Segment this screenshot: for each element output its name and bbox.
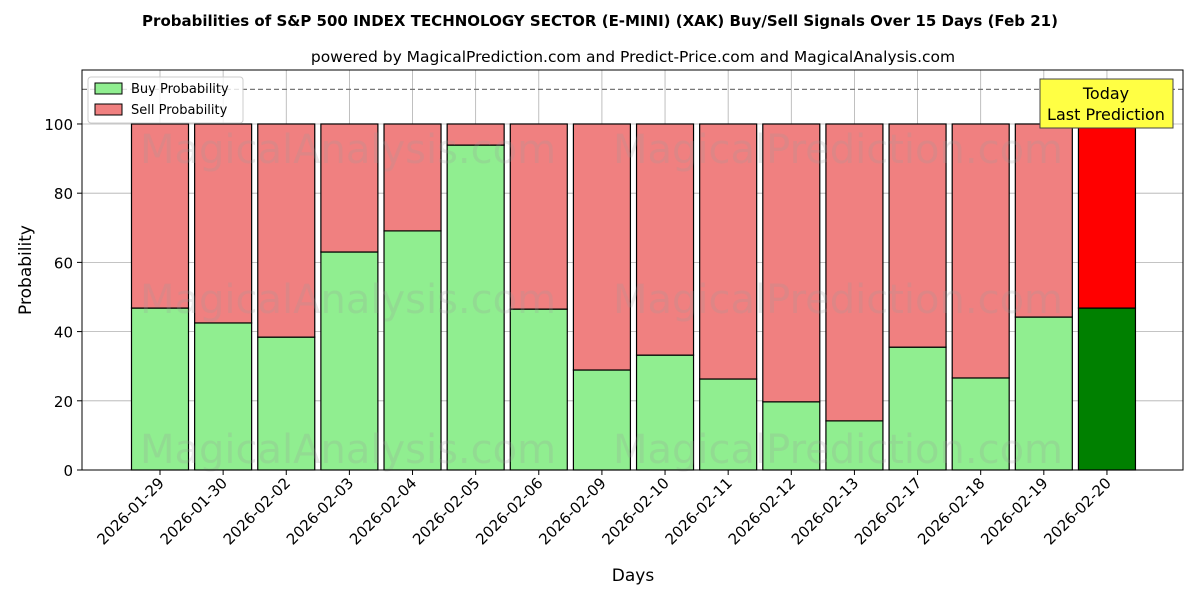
sell-bar	[951, 123, 1010, 379]
x-tick-label: 2026-01-29	[93, 474, 167, 548]
legend-label-sell: Sell Probability	[131, 103, 228, 118]
x-axis-label: Days	[612, 566, 655, 586]
sell-bar	[825, 123, 884, 422]
watermark: MagicalAnalysis.com	[140, 277, 556, 323]
plot-frame	[81, 69, 1184, 471]
legend: Buy Probability Sell Probability	[87, 76, 244, 124]
buy-bar	[257, 336, 316, 471]
sell-bar	[383, 123, 442, 232]
x-tick-label: 2026-02-05	[409, 474, 483, 548]
sell-bar	[888, 123, 947, 348]
x-tick-label: 2026-02-11	[662, 474, 736, 548]
buy-bar	[194, 322, 253, 471]
sell-bar	[635, 123, 695, 356]
sell-bar	[257, 123, 316, 338]
x-tick-label: 2026-02-18	[914, 474, 988, 548]
today-annotation: Today Last Prediction	[1039, 78, 1174, 129]
sell-bar	[572, 123, 632, 371]
y-tick-label: 100	[44, 116, 73, 134]
chart-subtitle: powered by MagicalPrediction.com and Pre…	[311, 48, 955, 66]
sell-bar	[509, 123, 568, 310]
x-tick-label: 2026-02-02	[220, 474, 294, 548]
buy-bar	[888, 346, 947, 471]
sell-bar	[194, 123, 253, 324]
sell-bar	[130, 123, 190, 309]
buy-bar	[572, 369, 632, 471]
x-tick-label: 2026-02-04	[346, 474, 420, 548]
sell-bar	[762, 123, 821, 403]
legend-swatch-sell	[94, 103, 123, 116]
x-tick-label: 2026-02-06	[472, 474, 546, 548]
sell-bar	[446, 123, 505, 146]
x-tick-label: 2026-02-10	[598, 474, 672, 548]
buy-bar	[951, 377, 1010, 471]
x-tick-label: 2026-02-20	[1040, 474, 1114, 548]
sell-bar	[320, 123, 379, 253]
legend-label-buy: Buy Probability	[131, 82, 229, 97]
sell-bar	[699, 123, 758, 380]
y-axis-label: Probability	[16, 225, 36, 315]
annotation-line2: Last Prediction	[1047, 105, 1165, 124]
watermark: MagicalPrediction.com	[613, 427, 1063, 473]
watermark: MagicalAnalysis.com	[140, 427, 556, 473]
buy-bar	[320, 251, 379, 471]
x-tick-label: 2026-02-19	[977, 474, 1051, 548]
annotation-line1: Today	[1082, 84, 1129, 103]
buy-bar	[635, 354, 695, 471]
y-tick-label: 40	[54, 324, 73, 342]
legend-swatch-buy	[94, 82, 123, 95]
y-tick-label: 0	[63, 462, 73, 480]
x-tick-label: 2026-02-12	[725, 474, 799, 548]
x-tick-label: 2026-02-09	[535, 474, 609, 548]
buy-bar	[762, 401, 821, 471]
sell-bar	[1077, 123, 1137, 309]
buy-bar	[1077, 307, 1137, 471]
buy-bar	[825, 420, 884, 471]
y-tick-label: 20	[54, 393, 73, 411]
sell-bar	[1014, 123, 1073, 318]
buy-bar	[383, 230, 442, 471]
x-tick-label: 2026-02-17	[851, 474, 925, 548]
buy-bar	[446, 144, 505, 471]
chart-title: Probabilities of S&P 500 INDEX TECHNOLOG…	[142, 12, 1058, 30]
y-tick-label: 60	[54, 254, 73, 272]
x-tick-label: 2026-02-13	[788, 474, 862, 548]
watermark: MagicalAnalysis.com	[140, 127, 556, 173]
x-tick-label: 2026-02-03	[283, 474, 357, 548]
x-tick-label: 2026-01-30	[157, 474, 231, 548]
watermark: MagicalPrediction.com	[613, 277, 1063, 323]
y-tick-label: 80	[54, 185, 73, 203]
watermark: MagicalPrediction.com	[613, 127, 1063, 173]
